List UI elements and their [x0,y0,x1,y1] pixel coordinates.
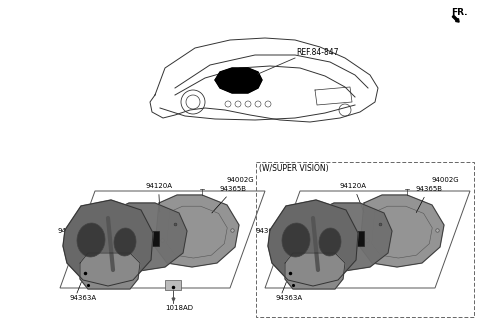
Ellipse shape [77,223,105,257]
Text: 94360D: 94360D [57,228,92,237]
Polygon shape [312,203,392,271]
Text: 94002G: 94002G [431,177,459,183]
Text: 94120A: 94120A [340,183,367,213]
Text: 94363A: 94363A [275,295,302,301]
Polygon shape [63,200,153,286]
FancyBboxPatch shape [342,231,364,246]
Text: 94120A: 94120A [145,183,172,212]
Text: 94363A: 94363A [70,295,97,301]
Polygon shape [107,203,187,271]
Text: 94360D: 94360D [255,228,297,237]
Text: 94365B: 94365B [415,186,442,213]
Text: 1018AD: 1018AD [165,305,193,311]
Text: (W/SUPER VISION): (W/SUPER VISION) [259,164,329,173]
Polygon shape [360,195,444,267]
FancyArrow shape [452,15,459,22]
FancyBboxPatch shape [165,280,181,290]
Polygon shape [155,195,239,267]
Ellipse shape [319,228,341,256]
Text: 94365B: 94365B [212,186,247,213]
Ellipse shape [282,223,310,257]
Text: FR.: FR. [452,8,468,17]
Polygon shape [80,253,140,289]
Text: 94002G: 94002G [226,177,254,183]
Ellipse shape [114,228,136,256]
Text: REF.84-847: REF.84-847 [296,48,338,57]
Polygon shape [268,200,358,286]
Polygon shape [285,253,345,289]
Polygon shape [215,68,262,93]
FancyBboxPatch shape [137,231,159,246]
